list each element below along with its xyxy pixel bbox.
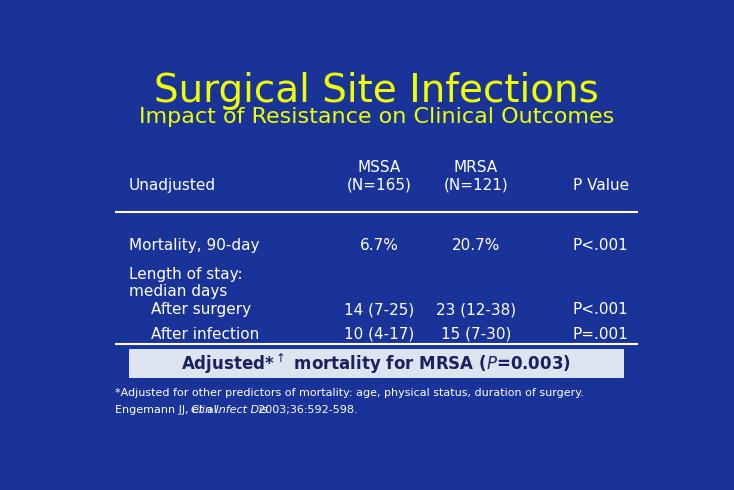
Text: . 2003;36:592-598.: . 2003;36:592-598. xyxy=(251,405,357,416)
Text: P<.001: P<.001 xyxy=(573,238,629,253)
Text: Unadjusted: Unadjusted xyxy=(128,178,216,193)
Text: After surgery: After surgery xyxy=(151,302,252,317)
Text: 23 (12-38): 23 (12-38) xyxy=(436,302,516,317)
Text: Adjusted*$^{\uparrow}$ mortality for MRSA ($\mathit{P}$=0.003): Adjusted*$^{\uparrow}$ mortality for MRS… xyxy=(181,351,571,375)
Text: Length of stay:
median days: Length of stay: median days xyxy=(128,267,242,299)
Text: 15 (7-30): 15 (7-30) xyxy=(440,327,511,342)
Text: Surgical Site Infections: Surgical Site Infections xyxy=(154,72,598,110)
Text: 14 (7-25): 14 (7-25) xyxy=(344,302,414,317)
FancyBboxPatch shape xyxy=(128,349,624,378)
Text: MSSA
(N=165): MSSA (N=165) xyxy=(346,160,412,193)
Text: 20.7%: 20.7% xyxy=(451,238,500,253)
Text: MRSA
(N=121): MRSA (N=121) xyxy=(443,160,508,193)
Text: 10 (4-17): 10 (4-17) xyxy=(344,327,414,342)
Text: 6.7%: 6.7% xyxy=(360,238,399,253)
Text: Mortality, 90-day: Mortality, 90-day xyxy=(128,238,259,253)
Text: After infection: After infection xyxy=(151,327,260,342)
Text: *Adjusted for other predictors of mortality: age, physical status, duration of s: *Adjusted for other predictors of mortal… xyxy=(115,388,584,398)
Text: Clin Infect Dis: Clin Infect Dis xyxy=(192,405,269,416)
Text: Impact of Resistance on Clinical Outcomes: Impact of Resistance on Clinical Outcome… xyxy=(139,107,614,127)
Text: P<.001: P<.001 xyxy=(573,302,629,317)
Text: P Value: P Value xyxy=(573,178,629,193)
Text: Engemann JJ, et al.: Engemann JJ, et al. xyxy=(115,405,224,416)
Text: P=.001: P=.001 xyxy=(573,327,629,342)
